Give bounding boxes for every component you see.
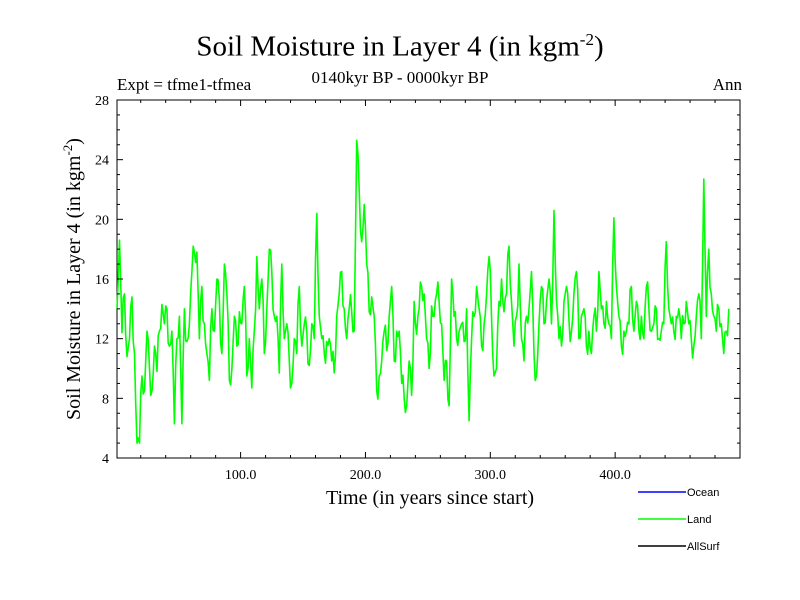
x-axis-ticks: 100.0 200.0 300.0 400.0 bbox=[140, 100, 716, 483]
plot-area bbox=[116, 99, 741, 459]
y-axis-label: Soil Moisture in Layer 4 (in kgm-2) bbox=[60, 138, 85, 420]
legend-label-allsurf: AllSurf bbox=[687, 541, 720, 553]
x-tick-label: 400.0 bbox=[599, 468, 631, 483]
chart-subtitle: 0140kyr BP - 0000kyr BP bbox=[311, 68, 489, 87]
y-tick-label: 16 bbox=[95, 273, 109, 288]
x-tick-label: 100.0 bbox=[225, 468, 257, 483]
x-tick-label: 300.0 bbox=[475, 468, 507, 483]
plot-frame bbox=[116, 99, 741, 459]
y-axis-ticks: 4 8 12 16 20 24 28 bbox=[95, 94, 740, 467]
legend-label-ocean: Ocean bbox=[687, 487, 719, 499]
x-axis-label: Time (in years since start) bbox=[326, 487, 534, 509]
experiment-label: Expt = tfme1-tfmea bbox=[117, 75, 252, 94]
y-tick-label: 24 bbox=[95, 154, 109, 169]
x-tick-label: 200.0 bbox=[350, 468, 382, 483]
legend: Ocean Land AllSurf bbox=[638, 487, 720, 553]
chart-title: Soil Moisture in Layer 4 (in kgm-2) bbox=[196, 30, 604, 63]
land-series-line bbox=[116, 139, 730, 444]
legend-label-land: Land bbox=[687, 514, 711, 526]
y-tick-label: 12 bbox=[95, 333, 109, 348]
season-label: Ann bbox=[712, 75, 742, 94]
y-tick-label: 28 bbox=[95, 94, 109, 109]
y-tick-label: 4 bbox=[102, 452, 109, 467]
y-tick-label: 8 bbox=[102, 392, 109, 407]
series-land bbox=[116, 139, 730, 444]
y-tick-label: 20 bbox=[95, 213, 109, 228]
